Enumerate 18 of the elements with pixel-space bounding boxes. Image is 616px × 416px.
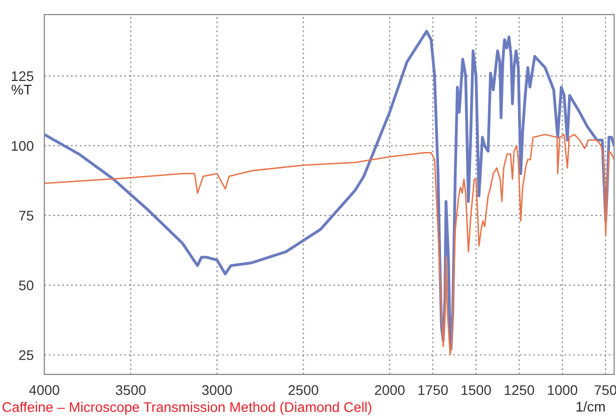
- text: Caffeine – Microscope Transmission Method (Diamond Cell): [2, 402, 372, 415]
- y-tick-label: 100: [12, 141, 34, 151]
- x-tick-label: 2000: [374, 385, 405, 396]
- x-tick-label: 3000: [202, 385, 232, 396]
- x-tick-label: 3500: [116, 385, 146, 396]
- y-tick-label: 50: [19, 280, 34, 290]
- y-tick-label: 125: [12, 71, 34, 82]
- x-tick-label: 2500: [288, 385, 318, 396]
- y-axis-title: %T: [12, 84, 32, 95]
- x-tick-label: 1250: [504, 385, 534, 396]
- line-series: [44, 134, 614, 356]
- x-tick-label: 1000: [548, 385, 578, 396]
- x-tick-label: 1750: [418, 385, 448, 396]
- x-tick-label: 1500: [462, 385, 491, 396]
- y-tick-label: 75: [19, 210, 34, 221]
- x-axis-title: 1/cm: [576, 401, 605, 412]
- x-tick-label: 4000: [29, 385, 60, 396]
- y-tick-label: 25: [19, 350, 34, 360]
